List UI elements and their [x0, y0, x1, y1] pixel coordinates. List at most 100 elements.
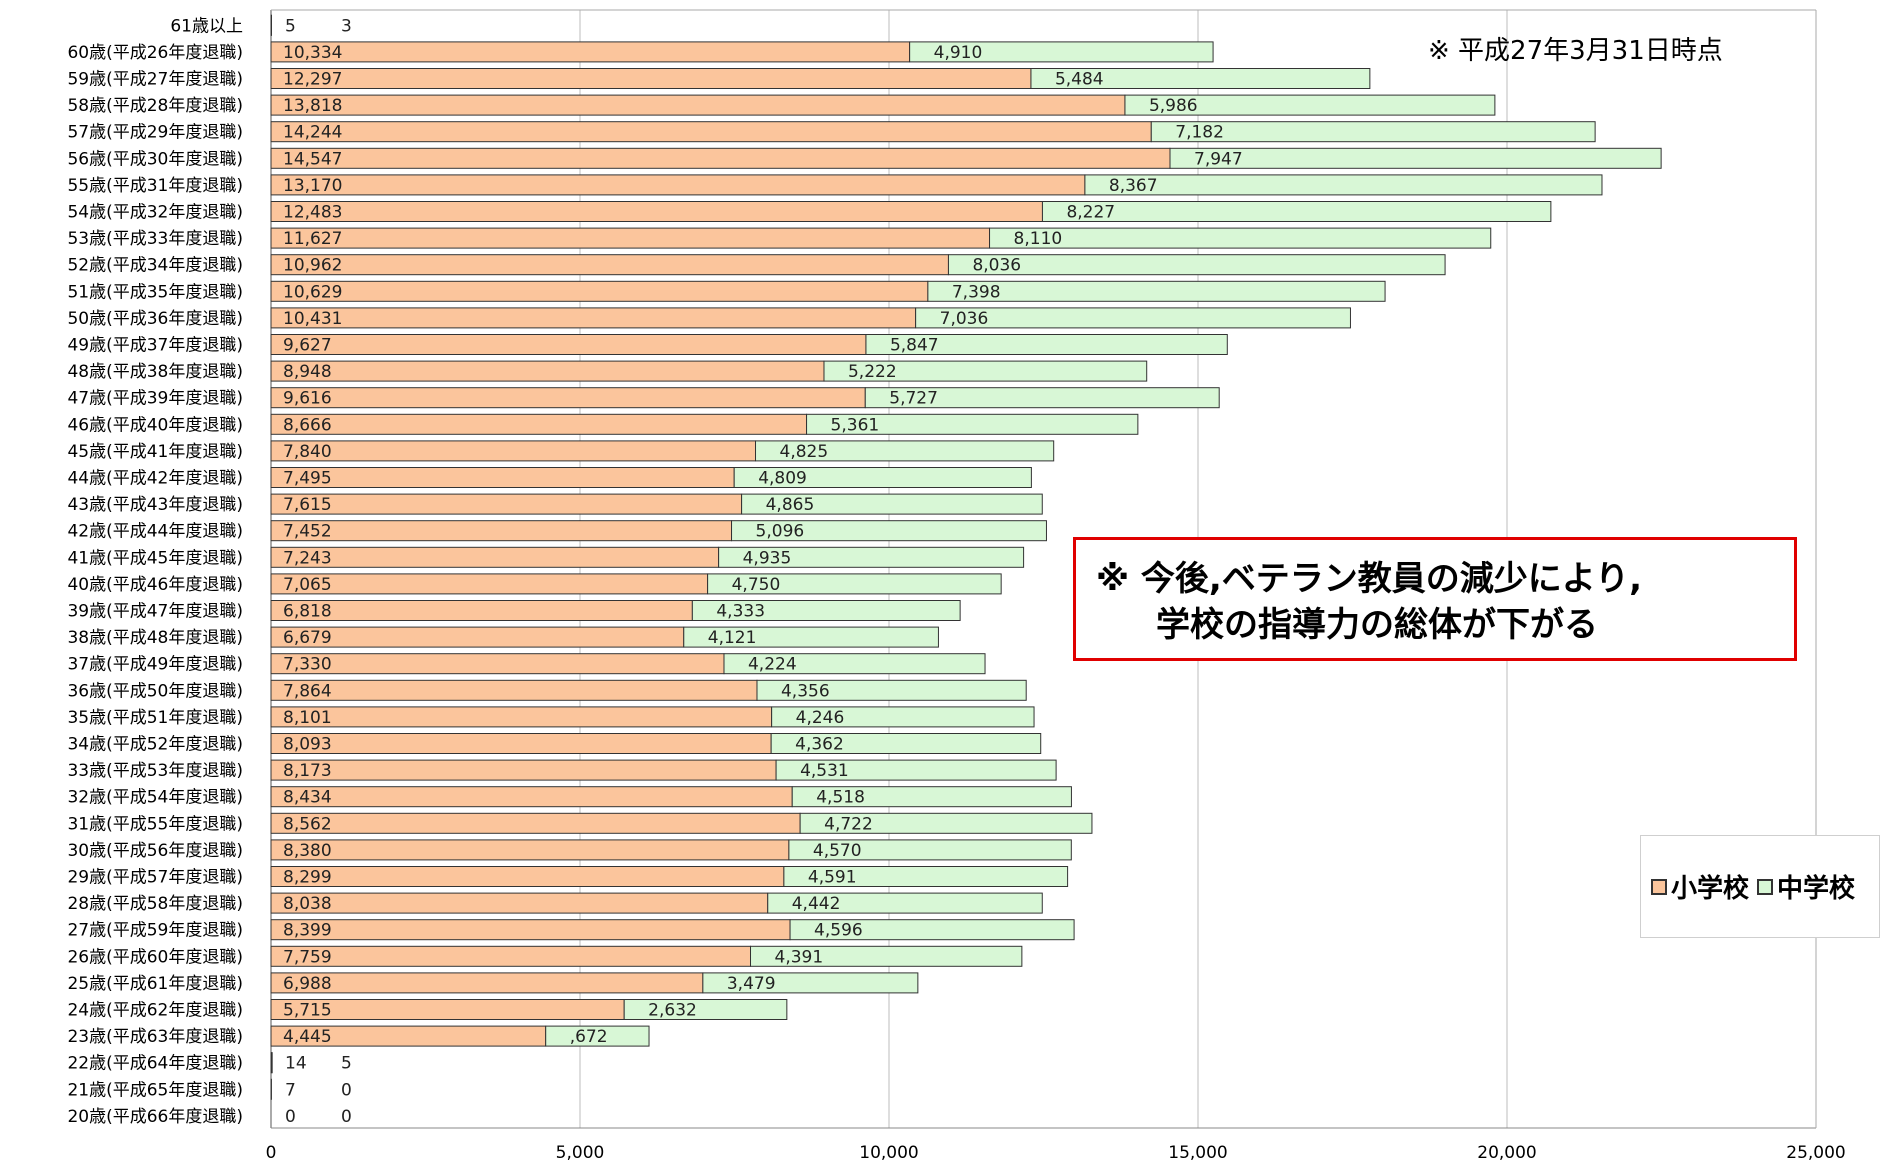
category-label: 47歳(平成39年度退職)	[67, 389, 243, 409]
bar-elementary	[271, 148, 1170, 168]
category-label: 23歳(平成63年度退職)	[67, 1027, 243, 1047]
bar-elementary	[271, 122, 1151, 142]
value-label-elementary: 7,840	[283, 442, 332, 462]
bar-elementary	[271, 601, 692, 621]
bar-elementary	[271, 361, 824, 381]
value-label-elementary: 5	[285, 16, 296, 36]
value-label-junior-high: 4,865	[766, 495, 815, 515]
value-label-elementary: 0	[285, 1107, 296, 1127]
category-label: 53歳(平成33年度退職)	[67, 229, 243, 249]
category-label: 43歳(平成43年度退職)	[67, 495, 243, 515]
value-label-elementary: 12,297	[283, 70, 342, 90]
value-label-junior-high: 4,121	[708, 628, 757, 648]
category-label: 48歳(平成38年度退職)	[67, 362, 243, 382]
category-label: 46歳(平成40年度退職)	[67, 415, 243, 435]
value-label-junior-high: 4,596	[814, 921, 863, 941]
legend-swatch-junior-high	[1757, 879, 1773, 895]
value-label-elementary: 7,495	[283, 469, 332, 489]
value-label-junior-high: 4,391	[775, 947, 824, 967]
value-label-elementary: 11,627	[283, 229, 342, 249]
category-label: 45歳(平成41年度退職)	[67, 442, 243, 462]
category-label: 38歳(平成48年度退職)	[67, 628, 243, 648]
category-label: 26歳(平成60年度退職)	[67, 947, 243, 967]
value-label-elementary: 6,988	[283, 974, 332, 994]
bar-elementary	[271, 707, 772, 727]
value-label-elementary: 8,434	[283, 788, 332, 808]
category-label: 51歳(平成35年度退職)	[67, 282, 243, 302]
value-label-elementary: 8,038	[283, 894, 332, 914]
value-label-elementary: 8,948	[283, 362, 332, 382]
category-label: 30歳(平成56年度退職)	[67, 841, 243, 861]
x-tick-label: 15,000	[1168, 1143, 1227, 1163]
category-label: 39歳(平成47年度退職)	[67, 602, 243, 622]
value-label-elementary: 12,483	[283, 203, 342, 223]
legend: 小学校 中学校	[1640, 835, 1880, 938]
legend-swatch-elementary	[1651, 879, 1667, 895]
value-label-junior-high: 3,479	[727, 974, 776, 994]
value-label-junior-high: 4,362	[795, 735, 844, 755]
category-label: 59歳(平成27年度退職)	[67, 70, 243, 90]
value-label-elementary: 13,818	[283, 96, 342, 116]
bar-junior-high	[948, 255, 1445, 275]
value-label-junior-high: 4,591	[808, 868, 857, 888]
value-label-junior-high: 5,361	[831, 415, 880, 435]
category-label: 40歳(平成46年度退職)	[67, 575, 243, 595]
value-label-elementary: 8,399	[283, 921, 332, 941]
value-label-junior-high: ,672	[570, 1027, 608, 1047]
value-label-junior-high: 8,036	[972, 256, 1021, 276]
category-label: 33歳(平成53年度退職)	[67, 761, 243, 781]
value-label-elementary: 8,299	[283, 868, 332, 888]
category-label: 42歳(平成44年度退職)	[67, 522, 243, 542]
value-label-junior-high: 4,531	[800, 761, 849, 781]
category-label: 34歳(平成52年度退職)	[67, 735, 243, 755]
value-label-elementary: 5,715	[283, 1001, 332, 1021]
value-label-junior-high: 0	[341, 1107, 352, 1127]
category-label: 44歳(平成42年度退職)	[67, 469, 243, 489]
bar-elementary	[271, 813, 800, 833]
category-label: 22歳(平成64年度退職)	[67, 1054, 243, 1074]
value-label-elementary: 14	[285, 1054, 307, 1074]
bar-junior-high	[1170, 148, 1661, 168]
category-label: 37歳(平成49年度退職)	[67, 655, 243, 675]
bar-elementary	[271, 255, 948, 275]
value-label-junior-high: 4,333	[716, 602, 765, 622]
bar-elementary	[271, 95, 1125, 115]
bar-elementary	[271, 920, 790, 940]
value-label-junior-high: 4,809	[758, 469, 807, 489]
category-label: 32歳(平成54年度退職)	[67, 788, 243, 808]
value-label-elementary: 8,101	[283, 708, 332, 728]
value-label-junior-high: 8,227	[1066, 203, 1115, 223]
bar-elementary	[271, 69, 1031, 89]
value-label-elementary: 14,244	[283, 123, 342, 143]
value-label-elementary: 8,666	[283, 415, 332, 435]
value-label-junior-high: 7,036	[940, 309, 989, 329]
value-label-junior-high: 8,367	[1109, 176, 1158, 196]
legend-item-elementary: 小学校	[1651, 868, 1749, 905]
value-label-elementary: 10,431	[283, 309, 342, 329]
category-label: 29歳(平成57年度退職)	[67, 868, 243, 888]
bar-elementary	[271, 388, 865, 408]
bar-elementary	[271, 840, 789, 860]
callout-line-1: ※ 今後,ベテラン教員の減少により,	[1096, 556, 1794, 602]
legend-item-junior-high: 中学校	[1757, 868, 1855, 905]
value-label-junior-high: 7,398	[952, 282, 1001, 302]
bar-elementary	[271, 787, 792, 807]
value-label-elementary: 4,445	[283, 1027, 332, 1047]
value-label-elementary: 7,864	[283, 681, 332, 701]
value-label-elementary: 7	[285, 1080, 296, 1100]
bar-elementary	[271, 574, 708, 594]
category-label: 49歳(平成37年度退職)	[67, 336, 243, 356]
value-label-junior-high: 5,847	[890, 336, 939, 356]
x-tick-label: 5,000	[556, 1143, 605, 1163]
value-label-junior-high: 4,910	[934, 43, 983, 63]
category-label: 20歳(平成66年度退職)	[67, 1107, 243, 1127]
category-label: 24歳(平成62年度退職)	[67, 1001, 243, 1021]
bar-elementary	[271, 734, 771, 754]
bar-elementary	[271, 627, 684, 647]
value-label-junior-high: 4,246	[796, 708, 845, 728]
bar-elementary	[271, 760, 776, 780]
value-label-elementary: 7,065	[283, 575, 332, 595]
value-label-junior-high: 4,722	[824, 814, 873, 834]
bar-elementary	[271, 547, 719, 567]
value-label-elementary: 6,679	[283, 628, 332, 648]
